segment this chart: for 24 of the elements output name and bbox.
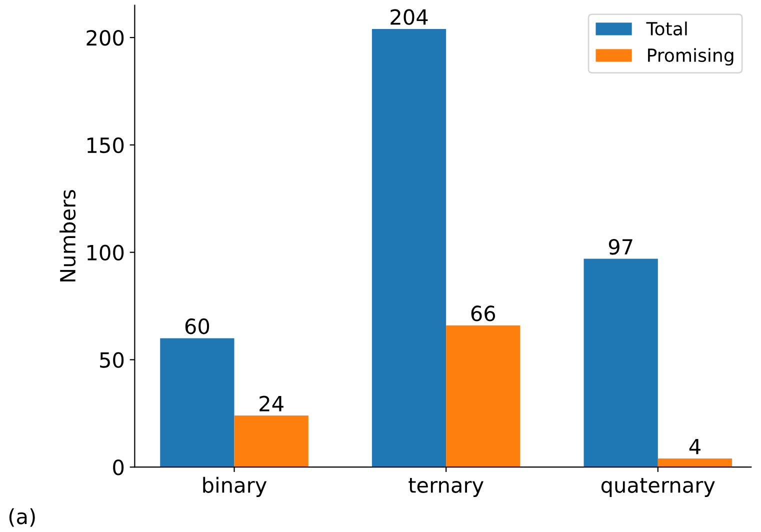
bar xyxy=(372,28,446,468)
data-label: 60 xyxy=(185,318,210,334)
legend-label: Promising xyxy=(648,48,734,66)
y-axis-title: Numbers xyxy=(59,190,76,282)
bar xyxy=(658,458,732,468)
bar xyxy=(446,325,520,468)
y-tick-label: 100 xyxy=(88,244,124,261)
bar xyxy=(584,258,658,468)
y-tick-label: 0 xyxy=(113,460,124,476)
data-label: 24 xyxy=(260,396,284,412)
data-label: 97 xyxy=(608,238,632,255)
y-tick-label: 200 xyxy=(86,30,124,46)
data-label: 66 xyxy=(471,306,496,322)
y-tick-label: 150 xyxy=(88,137,124,154)
y-tick-label: 50 xyxy=(100,352,124,368)
x-tick-label: ternary xyxy=(408,478,484,497)
text: (a) xyxy=(9,508,35,527)
data-label: 4 xyxy=(689,438,700,454)
bar xyxy=(160,338,234,468)
bar xyxy=(234,416,308,468)
data-label: 204 xyxy=(390,9,428,25)
x-tick-label: binary xyxy=(203,476,267,497)
x-tick-label: quaternary xyxy=(601,478,715,497)
legend-label: Total xyxy=(646,22,687,36)
